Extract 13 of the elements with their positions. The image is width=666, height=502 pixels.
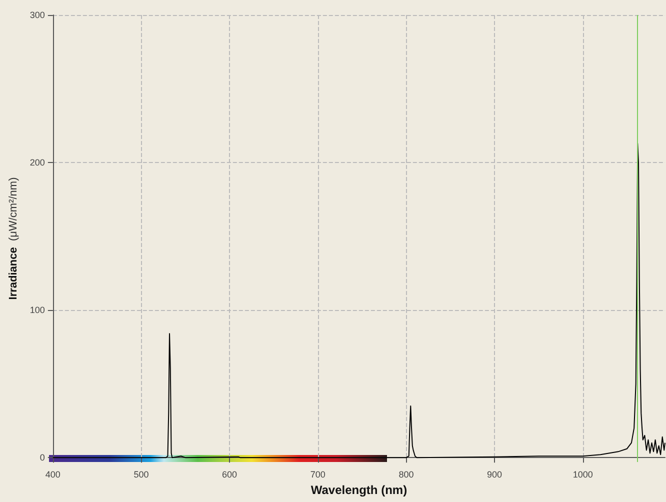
y-tick-label: 200 <box>30 158 45 168</box>
y-axis-title: Irradiance (μW/cm²/nm) <box>8 177 20 300</box>
x-tick-label: 500 <box>134 470 149 480</box>
x-tick-label: 800 <box>398 470 414 480</box>
y-tick-label: 300 <box>30 10 45 20</box>
x-tick-label: 700 <box>310 470 326 480</box>
x-tick-label: 1000 <box>572 470 593 480</box>
y-tick-label: 100 <box>30 305 45 316</box>
x-tick-label: 900 <box>487 470 502 480</box>
x-tick-label: 400 <box>45 470 60 480</box>
x-axis-title: Wavelength (nm) <box>310 483 408 497</box>
x-tick-label: 600 <box>222 470 238 480</box>
y-tick-label: 0 <box>40 452 45 463</box>
